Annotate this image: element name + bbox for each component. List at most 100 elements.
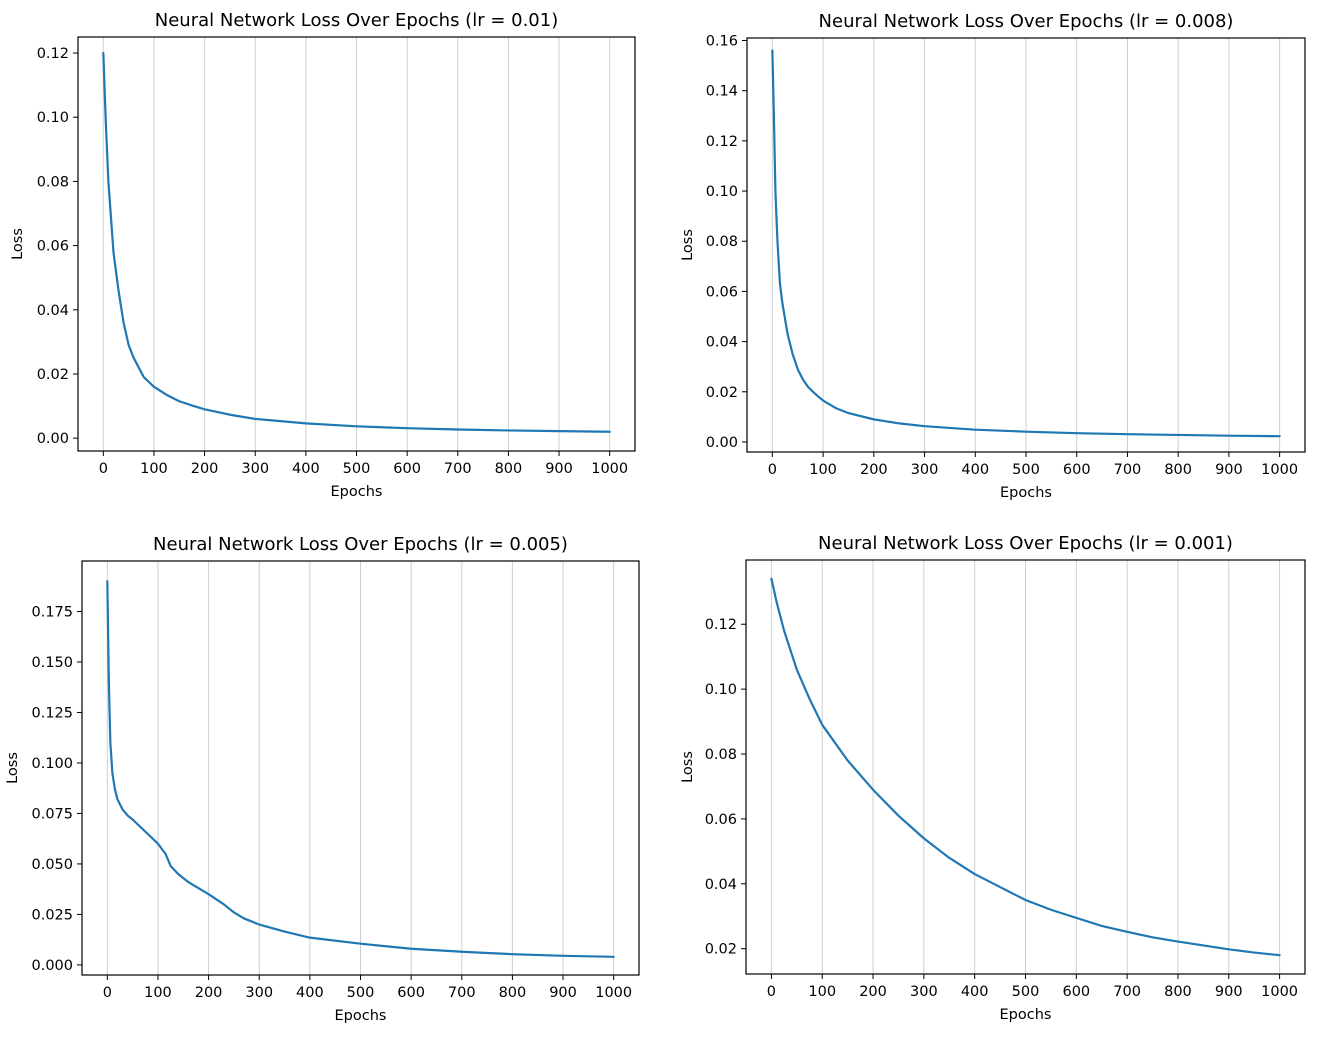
y-tick-label: 0.00: [706, 435, 738, 451]
chart-title: Neural Network Loss Over Epochs (lr = 0.…: [155, 10, 558, 31]
x-axis-label: Epochs: [1000, 1007, 1052, 1023]
y-tick-label: 0.125: [31, 705, 73, 721]
x-tick-label: 500: [347, 985, 375, 1001]
y-axis-label: Loss: [680, 229, 696, 261]
y-tick-label: 0.10: [705, 682, 737, 698]
x-grid: [102, 37, 611, 451]
y-axis-label: Loss: [680, 751, 696, 783]
x-tick-label: 1000: [595, 985, 632, 1001]
x-tick-label: 100: [809, 462, 837, 478]
chart-lr-0.005: Neural Network Loss Over Epochs (lr = 0.…: [5, 534, 640, 1024]
x-tick-label: 200: [860, 462, 888, 478]
chart-lr-0.001: Neural Network Loss Over Epochs (lr = 0.…: [680, 533, 1306, 1023]
loss-line: [771, 49, 1281, 438]
x-tick-label: 500: [343, 461, 371, 477]
x-tick-label: 800: [495, 461, 523, 477]
y-tick-label: 0.16: [706, 34, 738, 50]
x-tick-label: 300: [241, 461, 269, 477]
y-tick-label: 0.04: [706, 335, 738, 351]
x-tick-label: 500: [1012, 984, 1040, 1000]
x-axis-label: Epochs: [1000, 485, 1052, 501]
y-tick-label: 0.150: [31, 655, 73, 671]
x-tick-label: 0: [768, 462, 777, 478]
x-tick-label: 300: [910, 984, 938, 1000]
x-tick-label: 300: [911, 462, 939, 478]
x-tick-label: 900: [1215, 984, 1243, 1000]
chart-title: Neural Network Loss Over Epochs (lr = 0.…: [153, 534, 568, 555]
loss-line: [770, 577, 1281, 957]
axis-ticks: 0 100 200 300 400 500 600 700 800 900 1000 0.000 0.0…: [31, 604, 632, 1001]
y-tick-label: 0.12: [705, 617, 737, 633]
x-tick-label: 1000: [1261, 462, 1298, 478]
y-tick-label: 0.00: [37, 431, 69, 447]
plot-frame: [81, 560, 640, 976]
y-tick-label: 0.02: [706, 385, 738, 401]
x-tick-label: 600: [393, 461, 421, 477]
y-tick-label: 0.06: [37, 239, 69, 255]
chart-title: Neural Network Loss Over Epochs (lr = 0.…: [818, 533, 1233, 554]
x-tick-label: 200: [191, 461, 219, 477]
x-tick-label: 1000: [1261, 984, 1298, 1000]
x-tick-label: 100: [144, 985, 172, 1001]
x-tick-label: 700: [1114, 462, 1142, 478]
x-tick-label: 500: [1012, 462, 1040, 478]
y-tick-label: 0.10: [37, 110, 69, 126]
axis-ticks: 0 100 200 300 400 500 600 700 800 900 1000 0.02 0.04…: [705, 617, 1298, 1000]
x-tick-label: 700: [448, 985, 476, 1001]
x-tick-label: 900: [1215, 462, 1243, 478]
y-tick-label: 0.10: [706, 184, 738, 200]
y-tick-label: 0.02: [37, 367, 69, 383]
plot-frame: [745, 559, 1306, 975]
y-tick-label: 0.06: [706, 284, 738, 300]
x-tick-label: 0: [767, 984, 776, 1000]
plot-frame: [746, 37, 1306, 453]
y-tick-label: 0.12: [706, 134, 738, 150]
x-tick-label: 300: [245, 985, 273, 1001]
plot-frame: [77, 36, 636, 452]
x-grid: [106, 561, 615, 975]
x-tick-label: 400: [961, 984, 989, 1000]
x-tick-label: 1000: [591, 461, 628, 477]
axis-ticks: 0 100 200 300 400 500 600 700 800 900 1000 0.00 0.02…: [706, 34, 1298, 478]
x-tick-label: 900: [545, 461, 573, 477]
x-tick-label: 200: [195, 985, 223, 1001]
x-tick-label: 800: [1164, 462, 1192, 478]
x-grid: [771, 38, 1281, 452]
chart-lr-0.008: Neural Network Loss Over Epochs (lr = 0.…: [680, 11, 1306, 501]
y-tick-label: 0.000: [31, 958, 73, 974]
x-tick-label: 600: [397, 985, 425, 1001]
x-tick-label: 200: [859, 984, 887, 1000]
y-tick-label: 0.08: [37, 174, 69, 190]
x-tick-label: 0: [99, 461, 108, 477]
x-tick-label: 100: [140, 461, 168, 477]
x-tick-label: 700: [444, 461, 472, 477]
loss-line: [106, 580, 615, 958]
y-tick-label: 0.025: [31, 907, 73, 923]
y-axis-label: Loss: [5, 752, 21, 784]
x-tick-label: 800: [1164, 984, 1192, 1000]
loss-line: [102, 51, 611, 433]
axis-ticks: 0 100 200 300 400 500 600 700 800 900 1000 0.00 0.02…: [37, 46, 628, 477]
x-tick-label: 800: [499, 985, 527, 1001]
x-tick-label: 700: [1113, 984, 1141, 1000]
y-tick-label: 0.04: [37, 303, 69, 319]
y-tick-label: 0.08: [706, 234, 738, 250]
x-tick-label: 900: [549, 985, 577, 1001]
y-tick-label: 0.02: [705, 942, 737, 958]
x-tick-label: 400: [961, 462, 989, 478]
y-tick-label: 0.14: [706, 84, 738, 100]
chart-lr-0.01: Neural Network Loss Over Epochs (lr = 0.…: [10, 10, 636, 500]
y-tick-label: 0.100: [31, 756, 73, 772]
x-grid: [770, 560, 1281, 974]
x-axis-label: Epochs: [335, 1008, 387, 1024]
y-tick-label: 0.075: [31, 806, 73, 822]
x-tick-label: 0: [103, 985, 112, 1001]
y-axis-label: Loss: [10, 228, 26, 260]
x-axis-label: Epochs: [331, 484, 383, 500]
y-tick-label: 0.050: [31, 857, 73, 873]
x-tick-label: 600: [1062, 984, 1090, 1000]
chart-title: Neural Network Loss Over Epochs (lr = 0.…: [819, 11, 1234, 32]
x-tick-label: 400: [292, 461, 320, 477]
x-tick-label: 600: [1063, 462, 1091, 478]
